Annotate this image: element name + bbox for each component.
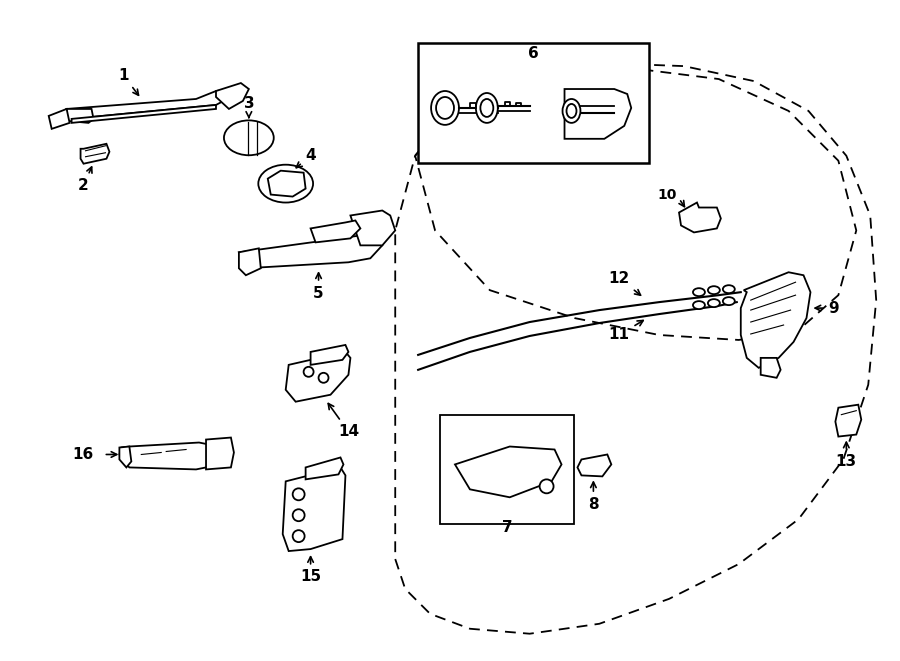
Polygon shape xyxy=(238,249,261,275)
Ellipse shape xyxy=(693,301,705,309)
Ellipse shape xyxy=(224,120,274,155)
Text: 6: 6 xyxy=(528,46,539,61)
Polygon shape xyxy=(283,467,346,551)
Polygon shape xyxy=(216,83,248,109)
Text: 16: 16 xyxy=(72,447,94,462)
Text: 9: 9 xyxy=(815,301,839,315)
Polygon shape xyxy=(306,457,344,479)
Text: 13: 13 xyxy=(836,442,857,469)
Circle shape xyxy=(540,479,554,493)
Polygon shape xyxy=(285,352,350,402)
Text: 15: 15 xyxy=(300,557,321,584)
Ellipse shape xyxy=(566,104,577,118)
Ellipse shape xyxy=(431,91,459,125)
Polygon shape xyxy=(350,210,395,245)
Polygon shape xyxy=(206,438,234,469)
Ellipse shape xyxy=(476,93,498,123)
Bar xyxy=(418,43,649,163)
Ellipse shape xyxy=(258,165,313,202)
Text: 8: 8 xyxy=(588,482,598,512)
Ellipse shape xyxy=(708,286,720,294)
Text: 1: 1 xyxy=(118,67,139,95)
Polygon shape xyxy=(310,221,360,243)
Ellipse shape xyxy=(562,99,580,123)
Polygon shape xyxy=(679,202,721,233)
Polygon shape xyxy=(268,171,306,196)
Polygon shape xyxy=(310,345,348,365)
Polygon shape xyxy=(564,89,631,139)
Text: 12: 12 xyxy=(608,271,641,295)
Circle shape xyxy=(303,367,313,377)
Ellipse shape xyxy=(436,97,454,119)
Text: 2: 2 xyxy=(78,167,92,193)
Ellipse shape xyxy=(723,285,734,293)
Polygon shape xyxy=(67,89,231,119)
Text: 10: 10 xyxy=(657,188,677,202)
Polygon shape xyxy=(760,358,780,378)
Polygon shape xyxy=(72,105,216,123)
Text: 11: 11 xyxy=(608,321,644,342)
Polygon shape xyxy=(120,442,221,469)
Circle shape xyxy=(292,530,304,542)
Bar xyxy=(440,414,574,524)
Polygon shape xyxy=(81,144,110,164)
Polygon shape xyxy=(120,447,131,467)
Text: 5: 5 xyxy=(313,273,324,301)
Text: 4: 4 xyxy=(296,148,316,168)
Text: 7: 7 xyxy=(502,520,513,535)
Polygon shape xyxy=(455,447,562,497)
Polygon shape xyxy=(835,405,861,436)
Polygon shape xyxy=(578,455,611,477)
Circle shape xyxy=(292,509,304,521)
Polygon shape xyxy=(67,109,94,123)
Text: 3: 3 xyxy=(244,97,254,118)
Polygon shape xyxy=(741,272,811,368)
Polygon shape xyxy=(49,109,69,129)
Ellipse shape xyxy=(708,299,720,307)
Circle shape xyxy=(319,373,328,383)
Polygon shape xyxy=(238,235,382,268)
Text: 14: 14 xyxy=(328,403,359,439)
Circle shape xyxy=(292,488,304,500)
Ellipse shape xyxy=(693,288,705,296)
Ellipse shape xyxy=(723,297,734,305)
Ellipse shape xyxy=(481,99,493,117)
